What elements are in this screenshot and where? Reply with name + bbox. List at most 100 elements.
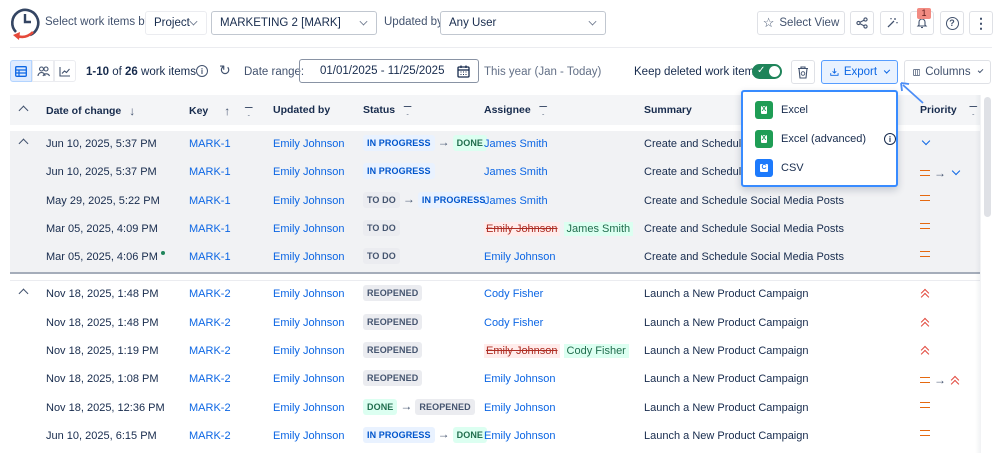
export-excel-advanced-item[interactable]: X Excel (advanced) i: [755, 129, 896, 149]
column-priority[interactable]: Priority: [920, 104, 978, 116]
filter-icon[interactable]: [538, 105, 548, 115]
table-row[interactable]: Nov 18, 2025, 1:19 PM MARK-2 Emily Johns…: [10, 338, 980, 366]
updated-by-link[interactable]: Emily Johnson: [273, 222, 345, 235]
chevron-down-icon: [189, 17, 198, 26]
collapse-all-icon[interactable]: [18, 105, 29, 116]
column-status[interactable]: Status: [363, 104, 413, 116]
key-link[interactable]: MARK-2: [189, 373, 231, 386]
priority-cell: [920, 251, 930, 258]
updated-by-link[interactable]: Emily Johnson: [273, 166, 345, 179]
collapse-group-icon[interactable]: [18, 138, 29, 149]
select-type-value: Project: [154, 17, 190, 29]
priority-cell: →: [920, 373, 960, 389]
column-assignee[interactable]: Assignee: [484, 104, 548, 116]
calendar-icon[interactable]: [457, 65, 470, 78]
priority-medium-icon: [920, 251, 930, 258]
status-lozenge: IN PROGRESS: [363, 163, 435, 180]
select-view-label: Select View: [779, 17, 840, 29]
star-icon: ☆: [762, 15, 775, 30]
added-assignee: James Smith: [563, 221, 634, 236]
table-row[interactable]: Jun 10, 2025, 6:15 PM MARK-2 Emily Johns…: [10, 423, 980, 451]
keep-deleted-toggle[interactable]: ✓: [752, 64, 782, 79]
status-lozenge: REOPENED: [363, 370, 423, 387]
summary-cell: Create and Schedule Social Media Posts: [644, 194, 844, 207]
key-link[interactable]: MARK-1: [189, 251, 231, 264]
table-row[interactable]: Nov 18, 2025, 1:08 PM MARK-2 Emily Johns…: [10, 366, 980, 394]
export-button[interactable]: Export: [821, 60, 898, 84]
help-button[interactable]: ?: [940, 11, 964, 35]
key-link[interactable]: MARK-2: [189, 401, 231, 414]
key-link[interactable]: MARK-1: [189, 222, 231, 235]
assignee-link[interactable]: Emily Johnson: [484, 373, 556, 386]
updated-by-link[interactable]: Emily Johnson: [273, 251, 345, 264]
column-key[interactable]: Key ↑: [189, 104, 254, 118]
updated-by-link[interactable]: Emily Johnson: [273, 373, 345, 386]
filter-icon[interactable]: [244, 106, 254, 116]
updated-by-link[interactable]: Emily Johnson: [273, 401, 345, 414]
assignee-link[interactable]: James Smith: [484, 138, 548, 150]
updated-by-link[interactable]: Emily Johnson: [273, 345, 345, 358]
updated-by-dropdown[interactable]: Any User: [440, 11, 606, 35]
assignee-link[interactable]: James Smith: [484, 194, 548, 207]
table-row[interactable]: Mar 05, 2025, 4:09 PM MARK-1 Emily Johns…: [10, 216, 980, 244]
date-range-input[interactable]: 01/01/2025 - 11/25/2025: [299, 59, 479, 83]
export-excel-item[interactable]: X Excel: [755, 100, 808, 120]
key-link[interactable]: MARK-1: [189, 194, 231, 207]
refresh-icon[interactable]: ↻: [219, 62, 231, 78]
users-view-toggle[interactable]: [32, 60, 54, 82]
date-cell: Jun 10, 2025, 5:37 PM: [46, 138, 157, 150]
filter-icon[interactable]: [403, 105, 413, 115]
select-view-button[interactable]: ☆ Select View: [757, 11, 845, 35]
info-icon[interactable]: i: [884, 133, 896, 145]
table-row[interactable]: Nov 18, 2025, 1:48 PM MARK-2 Emily Johns…: [10, 281, 980, 309]
key-link[interactable]: MARK-2: [189, 429, 231, 442]
trash-icon: [798, 65, 808, 79]
key-link[interactable]: MARK-2: [189, 288, 231, 301]
table-view-toggle[interactable]: [10, 60, 32, 82]
status-change: IN PROGRESS: [363, 163, 435, 180]
assignee-link[interactable]: Cody Fisher: [484, 316, 544, 329]
priority-cell: →: [920, 166, 962, 180]
chevron-down-icon: [588, 17, 597, 26]
export-csv-item[interactable]: C CSV: [755, 158, 804, 178]
chart-view-toggle[interactable]: [54, 60, 76, 82]
share-button[interactable]: [850, 11, 874, 35]
arrow-right-icon: →: [934, 373, 946, 388]
sort-asc-icon[interactable]: ↑: [224, 104, 231, 118]
assignee-link[interactable]: James Smith: [484, 166, 548, 179]
key-link[interactable]: MARK-2: [189, 316, 231, 329]
trash-button[interactable]: [791, 60, 815, 84]
key-link[interactable]: MARK-2: [189, 345, 231, 358]
column-summary[interactable]: Summary: [644, 104, 692, 116]
table-row[interactable]: May 29, 2025, 5:22 PM MARK-1 Emily Johns…: [10, 188, 980, 216]
table-row[interactable]: Nov 18, 2025, 12:36 PM MARK-2 Emily John…: [10, 395, 980, 423]
more-button[interactable]: ⋮: [969, 11, 993, 35]
date-cell: Jun 10, 2025, 6:15 PM: [46, 429, 157, 442]
updated-by-link[interactable]: Emily Johnson: [273, 429, 345, 442]
updated-by-link[interactable]: Emily Johnson: [273, 316, 345, 329]
updated-by-link[interactable]: Emily Johnson: [273, 288, 345, 301]
updated-by-link[interactable]: Emily Johnson: [273, 194, 345, 207]
info-icon[interactable]: i: [196, 65, 208, 77]
check-icon: ✓: [757, 65, 766, 76]
column-date[interactable]: Date of change ↓: [46, 104, 136, 118]
magic-wand-button[interactable]: [880, 11, 904, 35]
priority-high-icon: [920, 288, 930, 302]
key-link[interactable]: MARK-1: [189, 138, 231, 150]
table-row[interactable]: Mar 05, 2025, 4:06 PM MARK-1 Emily Johns…: [10, 244, 980, 272]
assignee-link[interactable]: Cody Fisher: [484, 288, 544, 301]
updated-by-link[interactable]: Emily Johnson: [273, 138, 345, 150]
select-type-dropdown[interactable]: Project: [145, 11, 207, 35]
sort-desc-icon[interactable]: ↓: [129, 104, 136, 118]
column-updated-by[interactable]: Updated by: [273, 104, 331, 116]
table-row[interactable]: Nov 18, 2025, 1:48 PM MARK-2 Emily Johns…: [10, 310, 980, 338]
assignee-link[interactable]: Emily Johnson: [484, 429, 556, 442]
collapse-group-icon[interactable]: [18, 289, 29, 299]
columns-button[interactable]: Columns: [904, 60, 991, 84]
assignee-link[interactable]: Emily Johnson: [484, 251, 556, 264]
key-link[interactable]: MARK-1: [189, 166, 231, 179]
project-dropdown[interactable]: MARKETING 2 [MARK]: [211, 11, 377, 35]
vertical-scrollbar[interactable]: [984, 97, 991, 217]
priority-low-icon: [951, 167, 961, 176]
assignee-link[interactable]: Emily Johnson: [484, 401, 556, 414]
